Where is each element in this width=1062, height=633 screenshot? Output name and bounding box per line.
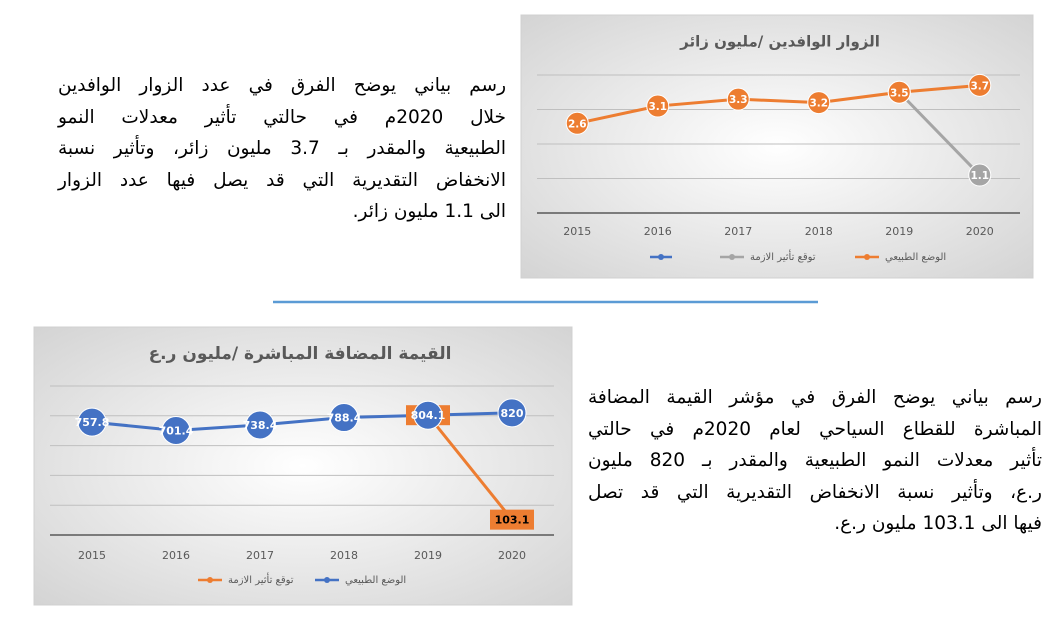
legend-marker xyxy=(864,254,870,260)
data-marker xyxy=(968,163,992,187)
data-marker xyxy=(726,87,750,111)
data-label: 757.8 xyxy=(75,416,110,429)
text-line: تأثير معدلات النمو الطبيعية والمقدر بـ 8… xyxy=(588,450,1043,471)
legend-marker xyxy=(324,577,330,583)
data-label: 3.1 xyxy=(648,101,667,113)
description-2: رسم بياني يوضح الفرق في مؤشر القيمة المض… xyxy=(588,382,1042,540)
legend-marker xyxy=(658,254,664,260)
data-marker xyxy=(887,80,911,104)
data-label: 3.3 xyxy=(729,94,748,106)
text-line: خلال 2020م في حالتي تأثير معدلات النمو xyxy=(58,106,506,128)
data-marker xyxy=(490,509,534,530)
text-line: ر.ع، وتأثير نسبة الانخفاض التقديرية التي… xyxy=(588,481,1042,503)
text-line: فيها الى 103.1 مليون ر.ع. xyxy=(834,513,1042,534)
x-tick-label: 2019 xyxy=(885,225,913,238)
series-line xyxy=(898,91,981,177)
data-label: 820 xyxy=(501,407,524,420)
text-line: الانخفاض التقديرية التي قد يصل فيها عدد … xyxy=(58,169,506,191)
data-label: 701.4 xyxy=(159,424,194,437)
data-marker xyxy=(646,94,670,118)
x-tick-label: 2016 xyxy=(644,225,672,238)
legend-marker xyxy=(729,254,735,260)
x-tick-label: 2020 xyxy=(498,549,526,562)
legend-label: الوضع الطبيعي xyxy=(885,252,946,263)
x-tick-label: 2019 xyxy=(414,549,442,562)
x-tick-label: 2017 xyxy=(246,549,274,562)
data-marker xyxy=(77,407,107,437)
data-marker xyxy=(565,111,589,135)
x-tick-label: 2018 xyxy=(330,549,358,562)
data-marker xyxy=(968,73,992,97)
text-line: رسم بياني يوضح الفرق في عدد الزوار الواف… xyxy=(58,75,506,96)
text-line: رسم بياني يوضح الفرق في مؤشر القيمة المض… xyxy=(588,387,1042,408)
legend-label: توقع تأثير الازمة xyxy=(228,572,294,586)
text-line: الى 1.1 مليون زائر. xyxy=(352,201,506,222)
data-marker xyxy=(807,91,831,115)
data-label: 3.5 xyxy=(890,87,909,99)
legend-label: الوضع الطبيعي xyxy=(345,575,406,586)
text-line: الطبيعية والمقدر بـ 3.7 مليون زائر، وتأث… xyxy=(58,138,506,159)
data-label: 788.4 xyxy=(327,412,362,425)
x-tick-label: 2015 xyxy=(563,225,591,238)
data-label: 103.1 xyxy=(495,514,530,527)
x-tick-label: 2015 xyxy=(78,549,106,562)
x-tick-label: 2018 xyxy=(805,225,833,238)
x-tick-label: 2017 xyxy=(724,225,752,238)
data-marker xyxy=(329,403,359,433)
data-label: 804.1 xyxy=(411,409,446,422)
chart-frame xyxy=(33,326,573,606)
data-marker xyxy=(497,398,527,428)
chart-title: القيمة المضافة المباشرة /مليون ر.ع xyxy=(149,344,452,364)
chart-title: الزوار الوافدين /مليون زائر xyxy=(679,33,880,51)
data-marker xyxy=(245,410,275,440)
series-line xyxy=(576,83,980,125)
data-label: 2.6 xyxy=(568,118,587,130)
data-marker xyxy=(161,415,191,445)
x-tick-label: 2020 xyxy=(966,225,994,238)
data-label: 3.7 xyxy=(970,80,989,92)
data-label: 3.2 xyxy=(809,98,828,110)
data-marker xyxy=(413,400,443,430)
data-label: 738.4 xyxy=(243,419,278,432)
legend-label: توقع تأثير الازمة xyxy=(750,249,816,263)
text-line: المباشرة للقطاع السياحي لعام 2020م في حا… xyxy=(588,418,1042,440)
description-1: رسم بياني يوضح الفرق في عدد الزوار الواف… xyxy=(58,70,506,228)
x-tick-label: 2016 xyxy=(162,549,190,562)
legend-marker xyxy=(207,577,213,583)
data-label: 1.1 xyxy=(970,170,989,182)
chart-frame xyxy=(520,14,1034,279)
series-line xyxy=(426,414,514,521)
